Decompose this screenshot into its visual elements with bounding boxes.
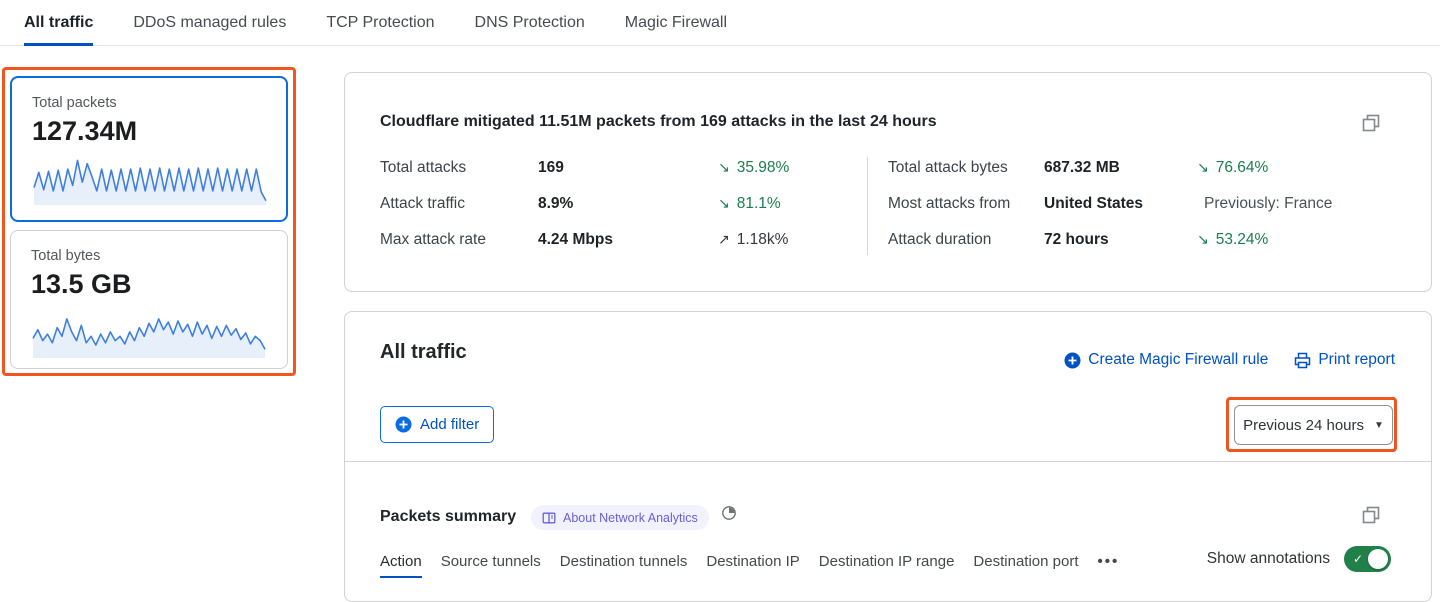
stat-delta: ↘ 35.98% [718,159,860,177]
stat-row-attack-traffic: Attack traffic 8.9% ↘ 81.1% [380,195,860,218]
plus-circle-icon [1064,352,1081,368]
delta-value: 1.18k% [736,231,789,248]
tab-magic-firewall[interactable]: Magic Firewall [624,13,728,31]
tab-all-traffic[interactable]: All traffic [24,0,94,46]
stats-divider [867,157,868,255]
stat-delta: ↘ 81.1% [718,195,860,213]
show-annotations-toggle[interactable]: ✓ [1344,546,1391,572]
chevron-down-icon: ▼ [1374,419,1384,431]
trend-up-icon: ↗ [718,232,730,248]
badge-label: About Network Analytics [563,510,698,525]
stat-row-total-attack-bytes: Total attack bytes 687.32 MB ↘ 76.64% [888,159,1408,182]
tab-dns-protection[interactable]: DNS Protection [474,13,585,31]
stat-label: Max attack rate [380,231,486,248]
copy-packets-summary-button[interactable] [1361,505,1381,525]
show-annotations-label: Show annotations [1206,550,1330,567]
stat-row-attack-duration: Attack duration 72 hours ↘ 53.24% [888,231,1408,254]
stat-value: 169 [538,159,564,176]
delta-value: Previously: France [1204,195,1333,212]
trend-down-icon: ↘ [718,196,730,212]
print-report-link[interactable]: Print report [1294,351,1395,369]
stat-value: 687.32 MB [1044,159,1120,176]
summary-stats-left: Total attacks 169 ↘ 35.98% Attack traffic… [380,159,860,267]
subtab-overflow-menu[interactable]: ••• [1097,553,1120,570]
subtab-destination-ip[interactable]: Destination IP [706,553,800,570]
bytes-sparkline-chart [31,308,269,358]
clock-pie-icon [722,506,736,520]
link-label: Create Magic Firewall rule [1088,351,1269,368]
all-traffic-card: All traffic Create Magic Firewall rule P… [344,311,1432,602]
time-range-label: Previous 24 hours [1243,416,1364,434]
stat-value: 8.9% [538,195,574,212]
metric-card-total-packets[interactable]: Total packets 127.34M [10,76,288,222]
packets-summary-title: Packets summary [380,508,517,525]
stat-label: Attack duration [888,231,992,248]
stat-label: Total attack bytes [888,159,1008,176]
stat-value: 4.24 Mbps [538,231,613,248]
delta-value: 76.64% [1215,159,1269,176]
data-freshness-indicator[interactable] [721,505,737,521]
plus-circle-icon [395,416,412,433]
stat-delta: Previously: France [1197,195,1408,213]
open-book-icon [542,512,556,523]
stat-label: Attack traffic [380,195,465,212]
about-network-analytics-badge[interactable]: About Network Analytics [531,505,709,530]
time-range-dropdown[interactable]: Previous 24 hours ▼ [1234,405,1393,445]
stat-row-most-attacks-from: Most attacks from United States Previous… [888,195,1408,218]
button-label: Add filter [420,416,480,433]
trend-down-icon: ↘ [1197,232,1209,248]
show-annotations-control: Show annotations ✓ [1207,546,1391,572]
packets-summary-subtabs: Action Source tunnels Destination tunnel… [380,553,1119,578]
link-label: Print report [1318,351,1395,368]
check-icon: ✓ [1353,552,1364,566]
copy-icon [1362,114,1380,132]
traffic-panel-title: All traffic [380,341,467,363]
trend-down-icon: ↘ [1197,160,1209,176]
delta-value: 35.98% [736,159,790,176]
mitigation-summary-card: Cloudflare mitigated 11.51M packets from… [344,72,1432,292]
trend-down-icon: ↘ [718,160,730,176]
metric-label: Total packets [32,95,117,111]
stat-row-max-attack-rate: Max attack rate 4.24 Mbps ↗ 1.18k% [380,231,860,254]
metric-value: 127.34M [32,116,138,146]
subtab-action[interactable]: Action [380,553,422,578]
traffic-panel-links: Create Magic Firewall rule Print report [1064,351,1395,369]
metric-value: 13.5 GB [31,269,132,299]
create-magic-firewall-rule-link[interactable]: Create Magic Firewall rule [1064,351,1268,369]
metric-label: Total bytes [31,248,101,264]
toggle-knob [1368,549,1388,569]
summary-stats-right: Total attack bytes 687.32 MB ↘ 76.64% Mos… [888,159,1408,267]
subtab-destination-port[interactable]: Destination port [973,553,1079,570]
subtab-source-tunnels[interactable]: Source tunnels [440,553,541,570]
stat-delta: ↘ 76.64% [1197,159,1408,177]
stat-delta: ↗ 1.18k% [718,231,860,249]
metric-card-total-bytes[interactable]: Total bytes 13.5 GB [10,230,288,369]
stat-label: Most attacks from [888,195,1011,212]
stat-value: 72 hours [1044,231,1109,248]
copy-icon [1362,506,1380,524]
printer-icon [1295,352,1311,368]
delta-value: 81.1% [736,195,781,212]
delta-value: 53.24% [1215,231,1269,248]
stat-row-total-attacks: Total attacks 169 ↘ 35.98% [380,159,860,182]
stat-value: United States [1044,195,1144,212]
stat-delta: ↘ 53.24% [1197,231,1408,249]
packets-sparkline-chart [32,155,270,205]
subtab-destination-tunnels[interactable]: Destination tunnels [559,553,688,570]
card-section-divider [345,461,1431,462]
protection-tabbar: All traffic DDoS managed rules TCP Prote… [0,0,1440,46]
copy-summary-button[interactable] [1361,113,1381,133]
mitigation-headline: Cloudflare mitigated 11.51M packets from… [380,113,937,130]
tab-tcp-protection[interactable]: TCP Protection [326,13,435,31]
add-filter-button[interactable]: Add filter [380,406,495,443]
subtab-destination-ip-range[interactable]: Destination IP range [818,553,955,570]
tab-ddos-managed-rules[interactable]: DDoS managed rules [133,13,287,31]
stat-label: Total attacks [380,159,467,176]
